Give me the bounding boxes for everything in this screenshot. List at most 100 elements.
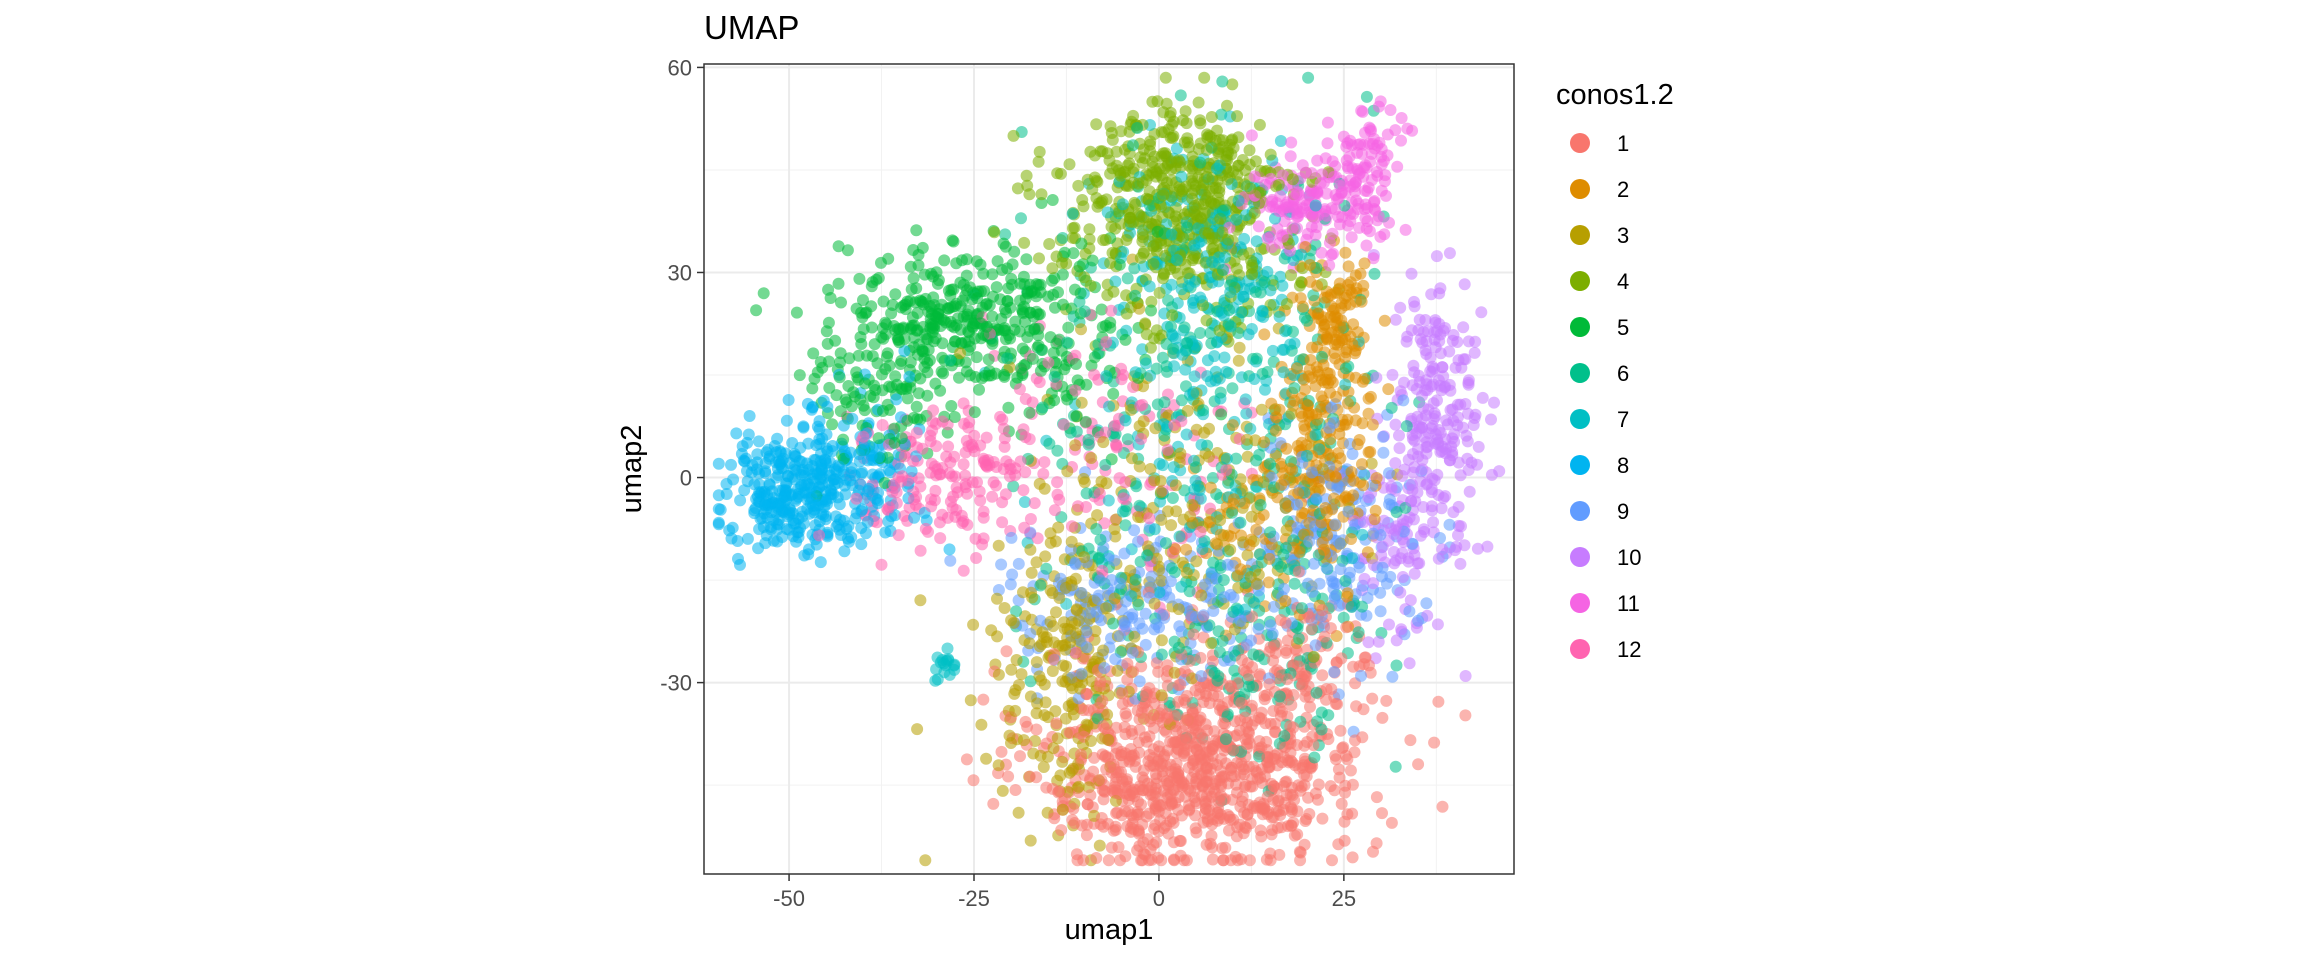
- point-cluster-11: [1252, 220, 1265, 233]
- point-cluster-5: [857, 323, 870, 336]
- point-cluster-4: [1046, 262, 1059, 275]
- point-cluster-7: [1018, 496, 1031, 508]
- point-cluster-2: [1204, 481, 1217, 494]
- point-cluster-9: [1004, 578, 1017, 591]
- point-cluster-6: [1150, 362, 1163, 375]
- point-cluster-3: [991, 592, 1003, 605]
- point-cluster-2: [1317, 394, 1330, 407]
- point-cluster-12: [924, 429, 937, 442]
- point-cluster-8: [833, 460, 846, 473]
- point-cluster-4: [1106, 246, 1119, 259]
- point-cluster-12: [1194, 525, 1207, 538]
- point-cluster-5: [916, 241, 929, 254]
- point-cluster-9: [1264, 619, 1277, 632]
- point-cluster-5: [948, 411, 961, 423]
- point-cluster-5: [1107, 387, 1120, 400]
- point-cluster-10: [1472, 440, 1485, 453]
- point-cluster-1: [1311, 793, 1324, 806]
- point-cluster-1: [1239, 711, 1252, 724]
- point-cluster-10: [1411, 557, 1424, 570]
- point-cluster-4: [1134, 151, 1147, 164]
- point-cluster-12: [942, 440, 955, 453]
- point-cluster-6: [1178, 321, 1191, 334]
- point-cluster-12: [973, 485, 986, 498]
- point-cluster-1: [1067, 802, 1080, 815]
- point-cluster-12: [987, 476, 1000, 489]
- point-cluster-4: [1172, 267, 1185, 280]
- point-cluster-8: [879, 526, 892, 539]
- point-cluster-7: [1168, 360, 1180, 373]
- point-cluster-2: [1296, 300, 1309, 313]
- point-cluster-6: [1190, 461, 1202, 474]
- point-cluster-7: [1230, 213, 1243, 226]
- point-cluster-6: [1250, 454, 1263, 467]
- point-cluster-3: [1168, 666, 1181, 679]
- point-cluster-8: [943, 543, 956, 556]
- point-cluster-5: [983, 365, 996, 377]
- point-cluster-1: [1077, 704, 1090, 717]
- point-cluster-4: [1264, 148, 1277, 161]
- point-cluster-5: [1215, 408, 1228, 421]
- point-cluster-4: [1231, 110, 1243, 123]
- point-cluster-5: [935, 365, 948, 378]
- point-cluster-9: [1054, 572, 1067, 585]
- point-cluster-1: [1235, 696, 1248, 709]
- point-cluster-1: [1267, 654, 1280, 667]
- point-cluster-11: [1311, 154, 1324, 167]
- point-cluster-5: [905, 283, 918, 296]
- point-cluster-4: [1060, 257, 1073, 270]
- point-cluster-10: [1425, 288, 1438, 301]
- point-cluster-8: [712, 518, 725, 531]
- point-cluster-8: [866, 468, 879, 481]
- point-cluster-6: [1174, 89, 1187, 102]
- point-cluster-6: [1197, 404, 1210, 417]
- point-cluster-8: [855, 538, 868, 551]
- point-cluster-10: [1358, 572, 1371, 585]
- point-cluster-1: [1115, 772, 1128, 785]
- point-cluster-5: [1026, 352, 1039, 365]
- point-cluster-9: [1434, 532, 1446, 544]
- point-cluster-5: [972, 285, 984, 298]
- point-cluster-12: [850, 492, 863, 505]
- point-cluster-1: [1269, 726, 1281, 739]
- point-cluster-6: [1234, 516, 1247, 529]
- point-cluster-9: [1412, 614, 1425, 627]
- point-cluster-7: [1196, 543, 1209, 555]
- point-cluster-5: [1002, 401, 1015, 414]
- point-cluster-1: [1000, 645, 1013, 658]
- point-cluster-12: [1024, 513, 1037, 525]
- point-cluster-3: [1065, 535, 1078, 548]
- point-cluster-11: [1374, 230, 1387, 243]
- point-cluster-6: [1056, 232, 1069, 244]
- point-cluster-10: [1394, 301, 1407, 314]
- point-cluster-1: [1234, 818, 1246, 831]
- point-cluster-3: [1026, 591, 1039, 604]
- point-cluster-9: [995, 558, 1008, 571]
- point-cluster-5: [1061, 393, 1074, 406]
- point-cluster-6: [1099, 458, 1112, 471]
- point-cluster-12: [1018, 521, 1031, 534]
- point-cluster-3: [1149, 422, 1162, 435]
- point-cluster-9: [1080, 626, 1093, 639]
- point-cluster-3: [1165, 519, 1178, 532]
- point-cluster-1: [1370, 791, 1383, 804]
- point-cluster-6: [1309, 238, 1322, 251]
- point-cluster-7: [1176, 348, 1189, 361]
- point-cluster-10: [1443, 247, 1456, 260]
- point-cluster-1: [1380, 694, 1393, 707]
- point-cluster-5: [959, 356, 972, 369]
- point-cluster-4: [1134, 251, 1147, 264]
- point-cluster-5: [907, 272, 920, 285]
- point-cluster-5: [1113, 258, 1126, 271]
- point-cluster-9: [1224, 588, 1237, 601]
- point-cluster-6: [1352, 626, 1365, 639]
- point-cluster-10: [1420, 335, 1433, 348]
- point-cluster-2: [1339, 246, 1352, 259]
- point-cluster-5: [1014, 277, 1027, 290]
- point-cluster-7: [1284, 338, 1297, 351]
- point-cluster-11: [1291, 201, 1303, 214]
- point-cluster-5: [962, 325, 975, 338]
- point-cluster-1: [1147, 743, 1160, 756]
- point-cluster-5: [889, 370, 902, 383]
- point-cluster-4: [1020, 169, 1033, 182]
